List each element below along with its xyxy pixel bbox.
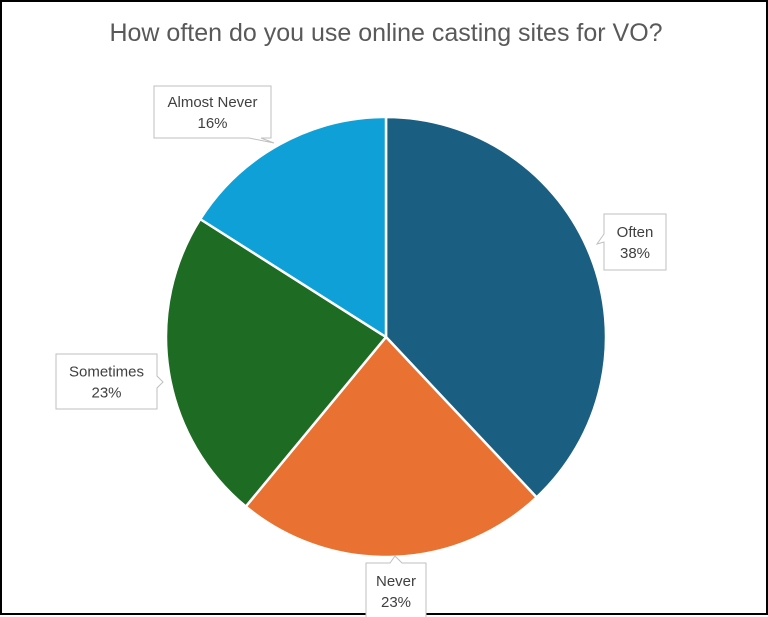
data-label-almost-never: Almost Never 16% [153,85,275,144]
pie-slice-often [384,115,608,499]
callout-box-often [595,213,667,271]
percent-label-often: 38% [620,245,650,262]
category-label-never: Never [376,573,416,590]
percent-label-never: 23% [381,594,411,611]
percent-label-almost-never: 16% [197,115,227,132]
pie-slice-sometimes [164,217,388,508]
category-label-sometimes: Sometimes [69,364,144,381]
callout-box-almost-never [153,85,275,144]
callout-box-sometimes [55,353,164,410]
category-label-often: Often [617,224,654,241]
data-label-never: Never 23% [365,555,427,617]
percent-label-sometimes: 23% [91,385,121,402]
data-label-often: Often 38% [595,213,667,271]
pie-slice-never [244,335,538,559]
pie-slice-almost-never [198,115,388,339]
callout-box-never [365,555,427,617]
data-label-sometimes: Sometimes 23% [55,353,164,410]
chart-title: How often do you use online casting site… [109,19,663,47]
category-label-almost-never: Almost Never [167,94,257,111]
